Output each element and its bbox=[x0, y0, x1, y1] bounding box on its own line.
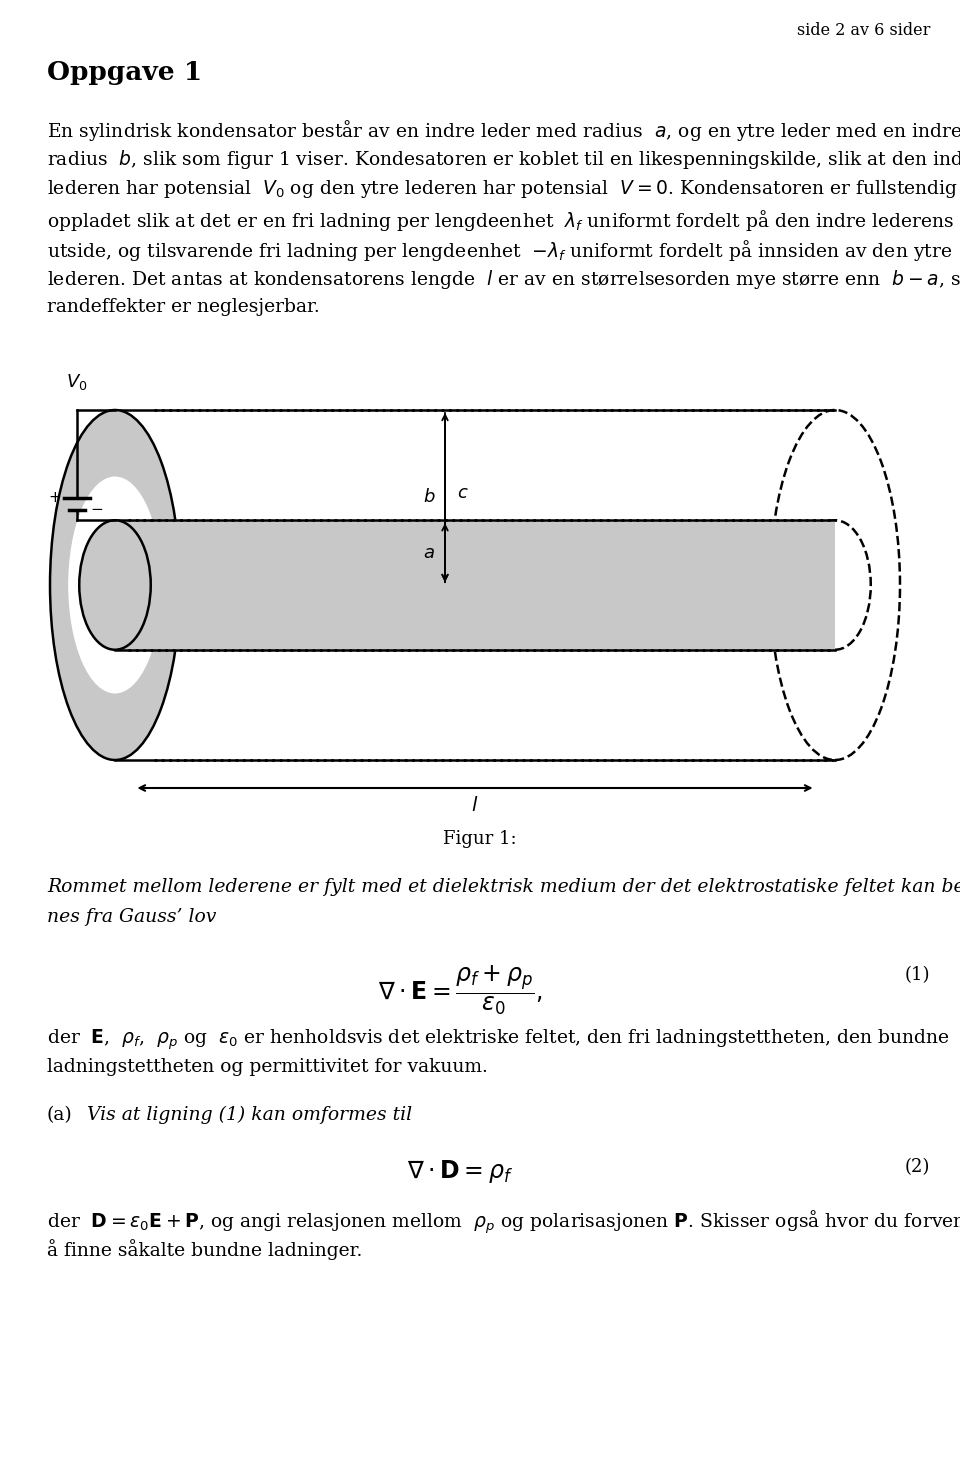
Text: der  $\mathbf{D} = \varepsilon_0\mathbf{E}+\mathbf{P}$, og angi relasjonen mello: der $\mathbf{D} = \varepsilon_0\mathbf{E… bbox=[47, 1209, 960, 1237]
Text: $b$: $b$ bbox=[422, 489, 435, 507]
Text: lederen. Det antas at kondensatorens lengde  $l$ er av en størrelsesorden mye st: lederen. Det antas at kondensatorens len… bbox=[47, 268, 960, 291]
Text: radius  $b$, slik som figur 1 viser. Kondesatoren er koblet til en likespennings: radius $b$, slik som figur 1 viser. Kond… bbox=[47, 148, 960, 171]
Text: En sylindrisk kondensator består av en indre leder med radius  $a$, og en ytre l: En sylindrisk kondensator består av en i… bbox=[47, 118, 960, 143]
Text: randeffekter er neglesjerbar.: randeffekter er neglesjerbar. bbox=[47, 299, 320, 316]
Text: utside, og tilsvarende fri ladning per lengdeenhet  $-\lambda_f$ uniformt fordel: utside, og tilsvarende fri ladning per l… bbox=[47, 238, 952, 263]
Text: $l$: $l$ bbox=[471, 797, 479, 814]
Ellipse shape bbox=[50, 409, 180, 760]
Text: Vis at ligning (1) kan omformes til: Vis at ligning (1) kan omformes til bbox=[87, 1106, 412, 1125]
Text: (1): (1) bbox=[904, 967, 930, 984]
Text: å finne såkalte bundne ladninger.: å finne såkalte bundne ladninger. bbox=[47, 1239, 362, 1259]
Text: $\nabla \cdot \mathbf{E} = \dfrac{\rho_f + \rho_p}{\varepsilon_0},$: $\nabla \cdot \mathbf{E} = \dfrac{\rho_f… bbox=[377, 964, 542, 1017]
Text: (a): (a) bbox=[47, 1106, 73, 1123]
Text: Oppgave 1: Oppgave 1 bbox=[47, 61, 203, 86]
Text: $a$: $a$ bbox=[423, 544, 435, 562]
Text: $\nabla \cdot \mathbf{D} = \rho_f$: $\nabla \cdot \mathbf{D} = \rho_f$ bbox=[407, 1157, 513, 1185]
Text: $V_0$: $V_0$ bbox=[66, 372, 87, 392]
Polygon shape bbox=[115, 409, 835, 760]
Ellipse shape bbox=[770, 409, 900, 760]
Text: ladningstettheten og permittivitet for vakuum.: ladningstettheten og permittivitet for v… bbox=[47, 1058, 488, 1076]
Text: −: − bbox=[90, 501, 104, 517]
Text: lederen har potensial  $V_0$ og den ytre lederen har potensial  $V = 0$. Kondens: lederen har potensial $V_0$ og den ytre … bbox=[47, 177, 958, 200]
Ellipse shape bbox=[68, 476, 162, 693]
Polygon shape bbox=[115, 520, 835, 650]
Text: side 2 av 6 sider: side 2 av 6 sider bbox=[797, 22, 930, 38]
Text: Rommet mellom lederene er fylt med et dielektrisk medium der det elektrostatiske: Rommet mellom lederene er fylt med et di… bbox=[47, 878, 960, 896]
Text: nes fra Gauss’ lov: nes fra Gauss’ lov bbox=[47, 907, 216, 927]
Text: $c$: $c$ bbox=[457, 483, 468, 501]
Ellipse shape bbox=[80, 520, 151, 650]
Text: (2): (2) bbox=[904, 1157, 930, 1176]
Ellipse shape bbox=[800, 520, 871, 650]
Text: Figur 1:: Figur 1: bbox=[444, 831, 516, 848]
Text: der  $\mathbf{E}$,  $\rho_f$,  $\rho_p$ og  $\varepsilon_0$ er henholdsvis det e: der $\mathbf{E}$, $\rho_f$, $\rho_p$ og … bbox=[47, 1029, 949, 1052]
Text: oppladet slik at det er en fri ladning per lengdeenhet  $\lambda_f$ uniformt for: oppladet slik at det er en fri ladning p… bbox=[47, 208, 954, 234]
Text: +: + bbox=[49, 489, 61, 505]
